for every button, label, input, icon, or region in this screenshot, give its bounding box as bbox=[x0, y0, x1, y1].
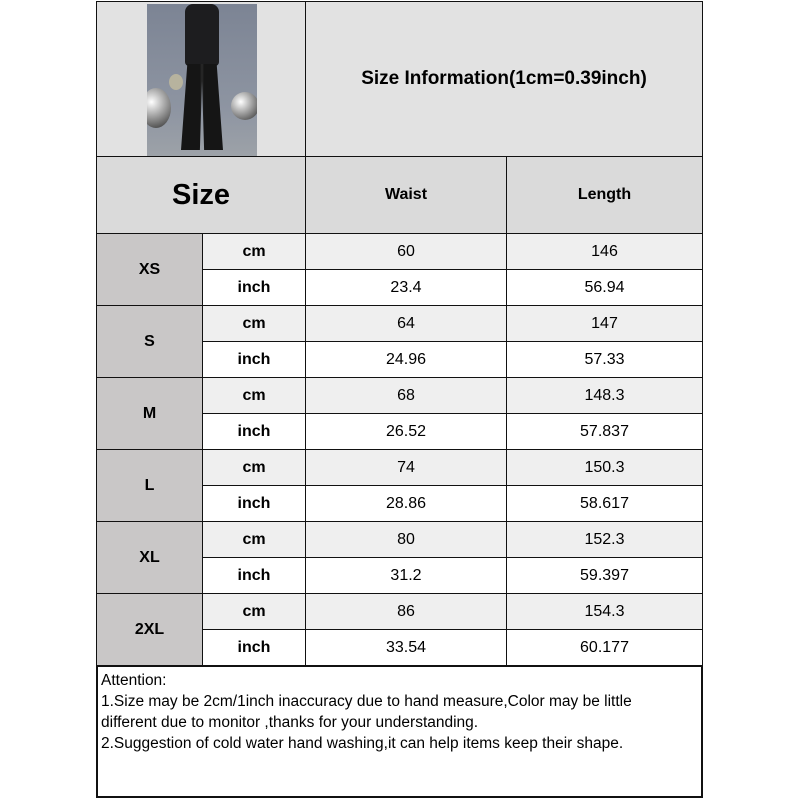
waist-value: 24.96 bbox=[305, 341, 507, 378]
waist-value: 74 bbox=[305, 449, 507, 486]
unit-label-cm: cm bbox=[202, 449, 306, 486]
length-value: 147 bbox=[506, 305, 703, 342]
length-value: 146 bbox=[506, 233, 703, 270]
model-pants bbox=[181, 64, 223, 150]
product-photo-cell bbox=[96, 1, 306, 157]
size-label: L bbox=[96, 449, 203, 522]
size-label: 2XL bbox=[96, 593, 203, 666]
length-value: 60.177 bbox=[506, 629, 703, 666]
notes-heading: Attention: bbox=[101, 672, 167, 689]
unit-label-cm: cm bbox=[202, 593, 306, 630]
unit-label-cm: cm bbox=[202, 521, 306, 558]
handbag-image bbox=[169, 74, 183, 90]
length-value: 152.3 bbox=[506, 521, 703, 558]
model-figure bbox=[185, 4, 219, 66]
waist-value: 64 bbox=[305, 305, 507, 342]
disco-ball-image bbox=[147, 88, 171, 128]
size-label: S bbox=[96, 305, 203, 378]
waist-value: 31.2 bbox=[305, 557, 507, 594]
unit-label-inch: inch bbox=[202, 269, 306, 306]
unit-label-inch: inch bbox=[202, 413, 306, 450]
disco-ball-image bbox=[231, 92, 257, 120]
waist-value: 26.52 bbox=[305, 413, 507, 450]
size-info-title: Size Information(1cm=0.39inch) bbox=[305, 1, 703, 157]
waist-value: 80 bbox=[305, 521, 507, 558]
length-value: 148.3 bbox=[506, 377, 703, 414]
unit-label-cm: cm bbox=[202, 233, 306, 270]
length-value: 58.617 bbox=[506, 485, 703, 522]
unit-label-inch: inch bbox=[202, 557, 306, 594]
waist-value: 86 bbox=[305, 593, 507, 630]
unit-label-cm: cm bbox=[202, 305, 306, 342]
length-value: 57.33 bbox=[506, 341, 703, 378]
size-label: M bbox=[96, 377, 203, 450]
waist-column-header: Waist bbox=[305, 156, 507, 234]
waist-value: 68 bbox=[305, 377, 507, 414]
waist-value: 33.54 bbox=[305, 629, 507, 666]
length-value: 57.837 bbox=[506, 413, 703, 450]
size-column-header: Size bbox=[96, 156, 306, 234]
waist-value: 60 bbox=[305, 233, 507, 270]
length-column-header: Length bbox=[506, 156, 703, 234]
attention-notes: Attention: 1.Size may be 2cm/1inch inacc… bbox=[96, 665, 703, 798]
waist-value: 23.4 bbox=[305, 269, 507, 306]
note-2: 2.Suggestion of cold water hand washing,… bbox=[101, 735, 624, 752]
unit-label-inch: inch bbox=[202, 629, 306, 666]
product-photo bbox=[147, 4, 257, 156]
note-1: 1.Size may be 2cm/1inch inaccuracy due t… bbox=[101, 693, 632, 710]
size-label: XS bbox=[96, 233, 203, 306]
waist-value: 28.86 bbox=[305, 485, 507, 522]
length-value: 154.3 bbox=[506, 593, 703, 630]
unit-label-inch: inch bbox=[202, 485, 306, 522]
length-value: 56.94 bbox=[506, 269, 703, 306]
unit-label-inch: inch bbox=[202, 341, 306, 378]
unit-label-cm: cm bbox=[202, 377, 306, 414]
length-value: 150.3 bbox=[506, 449, 703, 486]
size-label: XL bbox=[96, 521, 203, 594]
length-value: 59.397 bbox=[506, 557, 703, 594]
note-1-cont: different due to monitor ,thanks for you… bbox=[101, 714, 479, 731]
